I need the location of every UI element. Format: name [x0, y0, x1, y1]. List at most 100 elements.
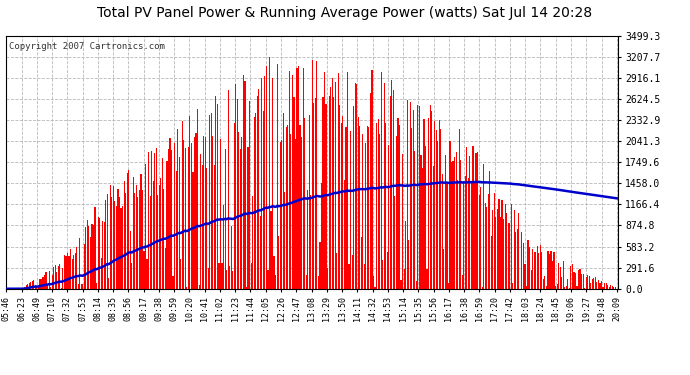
Bar — [278, 236, 279, 289]
Bar — [611, 286, 613, 289]
Bar — [154, 153, 155, 289]
Bar — [376, 123, 377, 289]
Bar — [610, 285, 611, 289]
Bar — [224, 148, 226, 289]
Bar — [408, 240, 409, 289]
Bar — [210, 113, 212, 289]
Bar — [454, 157, 455, 289]
Bar — [47, 285, 48, 289]
Bar — [582, 273, 584, 289]
Bar — [384, 83, 385, 289]
Bar — [474, 183, 475, 289]
Bar — [197, 109, 198, 289]
Bar — [381, 72, 382, 289]
Bar — [425, 146, 426, 289]
Bar — [410, 102, 411, 289]
Bar — [139, 190, 140, 289]
Bar — [428, 118, 429, 289]
Bar — [90, 237, 91, 289]
Bar — [286, 127, 287, 289]
Bar — [417, 105, 418, 289]
Bar — [523, 243, 524, 289]
Bar — [465, 176, 466, 289]
Bar — [111, 197, 112, 289]
Bar — [209, 115, 210, 289]
Bar — [237, 99, 238, 289]
Bar — [330, 87, 331, 289]
Bar — [298, 66, 299, 289]
Bar — [541, 252, 542, 289]
Bar — [508, 223, 509, 289]
Bar — [489, 171, 491, 289]
Bar — [232, 272, 233, 289]
Bar — [307, 190, 308, 289]
Bar — [168, 150, 169, 289]
Bar — [572, 264, 573, 289]
Bar — [189, 116, 190, 289]
Bar — [526, 286, 527, 289]
Bar — [96, 284, 97, 289]
Bar — [477, 152, 478, 289]
Bar — [146, 259, 148, 289]
Bar — [254, 117, 255, 289]
Bar — [391, 80, 393, 289]
Bar — [165, 248, 166, 289]
Bar — [266, 66, 267, 289]
Bar — [292, 75, 293, 289]
Bar — [76, 247, 77, 289]
Bar — [88, 226, 90, 289]
Bar — [230, 226, 232, 289]
Bar — [234, 123, 235, 289]
Bar — [546, 286, 547, 289]
Bar — [322, 97, 324, 289]
Bar — [302, 68, 304, 289]
Bar — [517, 230, 518, 289]
Bar — [95, 207, 96, 289]
Bar — [217, 104, 218, 289]
Bar — [561, 277, 562, 289]
Bar — [405, 221, 406, 289]
Bar — [567, 279, 569, 289]
Bar — [558, 264, 559, 289]
Bar — [177, 129, 178, 289]
Bar — [64, 255, 65, 289]
Bar — [46, 272, 47, 289]
Bar — [110, 185, 111, 289]
Bar — [26, 285, 27, 289]
Bar — [524, 264, 526, 289]
Bar — [449, 141, 451, 289]
Bar — [451, 162, 452, 289]
Bar — [584, 288, 585, 289]
Bar — [590, 283, 591, 289]
Bar — [347, 72, 348, 289]
Bar — [59, 264, 61, 289]
Bar — [606, 283, 607, 289]
Bar — [191, 143, 192, 289]
Bar — [491, 236, 492, 289]
Bar — [243, 75, 244, 289]
Bar — [420, 154, 422, 289]
Bar — [437, 141, 438, 289]
Bar — [469, 156, 471, 289]
Bar — [27, 284, 28, 289]
Bar — [518, 213, 520, 289]
Bar — [396, 136, 397, 289]
Bar — [581, 274, 582, 289]
Bar — [411, 128, 413, 289]
Bar — [512, 283, 513, 289]
Bar — [33, 280, 34, 289]
Bar — [332, 78, 333, 289]
Bar — [119, 197, 120, 289]
Bar — [430, 105, 431, 289]
Bar — [589, 276, 590, 289]
Bar — [306, 275, 307, 289]
Bar — [144, 251, 145, 289]
Bar — [356, 84, 357, 289]
Bar — [39, 279, 41, 289]
Bar — [497, 209, 498, 289]
Bar — [102, 221, 103, 289]
Bar — [339, 105, 340, 289]
Bar — [299, 125, 301, 289]
Bar — [301, 136, 302, 289]
Bar — [484, 204, 486, 289]
